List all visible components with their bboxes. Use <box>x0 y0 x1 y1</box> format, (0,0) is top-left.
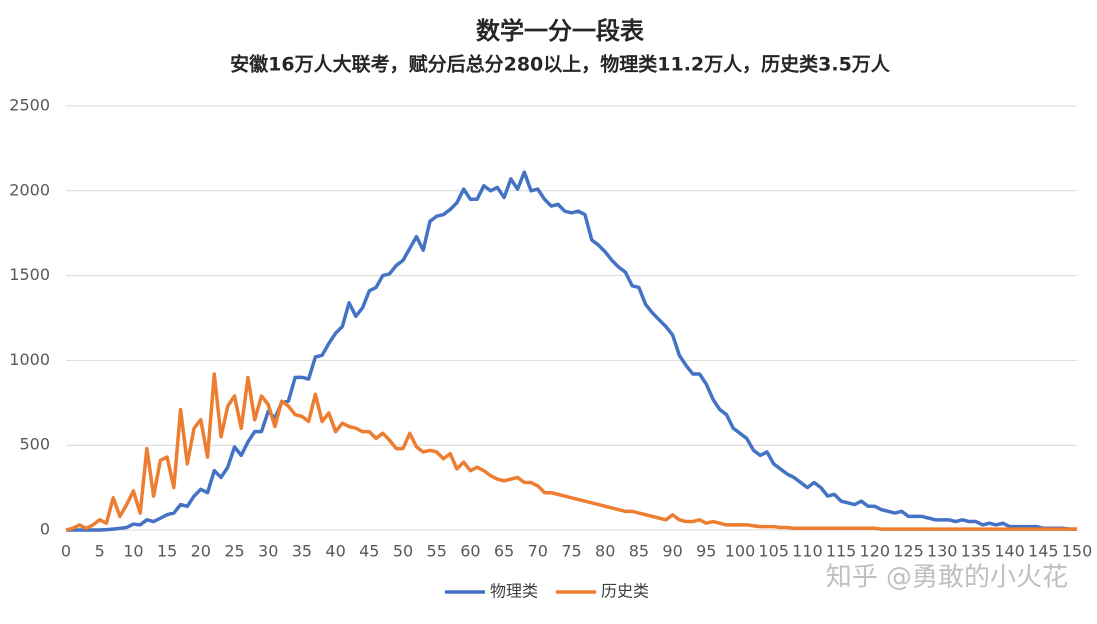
line-series <box>66 170 1077 532</box>
y-tick-label: 0 <box>40 520 50 539</box>
x-tick-label: 25 <box>224 542 244 561</box>
x-tick-label: 35 <box>292 542 312 561</box>
x-tick-label: 150 <box>1062 542 1093 561</box>
x-tick-label: 105 <box>758 542 789 561</box>
x-tick-label: 70 <box>528 542 548 561</box>
y-tick-label: 500 <box>19 435 50 454</box>
x-tick-label: 135 <box>961 542 992 561</box>
x-tick-label: 80 <box>595 542 615 561</box>
x-tick-label: 90 <box>662 542 682 561</box>
x-tick-label: 140 <box>994 542 1025 561</box>
x-tick-label: 85 <box>629 542 649 561</box>
x-tick-label: 75 <box>561 542 581 561</box>
x-tick-label: 145 <box>1028 542 1059 561</box>
y-tick-label: 1000 <box>9 350 50 369</box>
x-tick-label: 10 <box>123 542 143 561</box>
x-tick-label: 45 <box>359 542 379 561</box>
chart-subtitle: 安徽16万人大联考，赋分后总分280以上，物理类11.2万人，历史类3.5万人 <box>230 53 891 76</box>
x-tick-label: 115 <box>826 542 857 561</box>
y-tick-label: 2000 <box>9 180 50 199</box>
x-tick-label: 0 <box>61 542 71 561</box>
y-tick-label: 2500 <box>9 96 50 115</box>
x-tick-label: 125 <box>893 542 924 561</box>
x-tick-label: 5 <box>95 542 105 561</box>
x-tick-label: 95 <box>696 542 716 561</box>
x-tick-label: 40 <box>325 542 345 561</box>
x-tick-label: 30 <box>258 542 278 561</box>
x-tick-label: 110 <box>792 542 823 561</box>
x-tick-label: 20 <box>191 542 211 561</box>
x-tick-label: 50 <box>393 542 413 561</box>
y-tick-label: 1500 <box>9 265 50 284</box>
x-tick-label: 65 <box>494 542 514 561</box>
watermark: 知乎 @勇敢的小火花 <box>826 563 1068 593</box>
x-tick-label: 100 <box>725 542 756 561</box>
legend-label: 历史类 <box>601 582 649 601</box>
chart-title: 数学一分一段表 <box>476 17 645 45</box>
legend-label: 物理类 <box>490 582 538 601</box>
line-series <box>65 372 1077 532</box>
x-tick-label: 15 <box>157 542 177 561</box>
x-tick-label: 120 <box>860 542 891 561</box>
x-tick-label: 55 <box>427 542 447 561</box>
x-tick-label: 130 <box>927 542 958 561</box>
x-tick-label: 60 <box>460 542 480 561</box>
